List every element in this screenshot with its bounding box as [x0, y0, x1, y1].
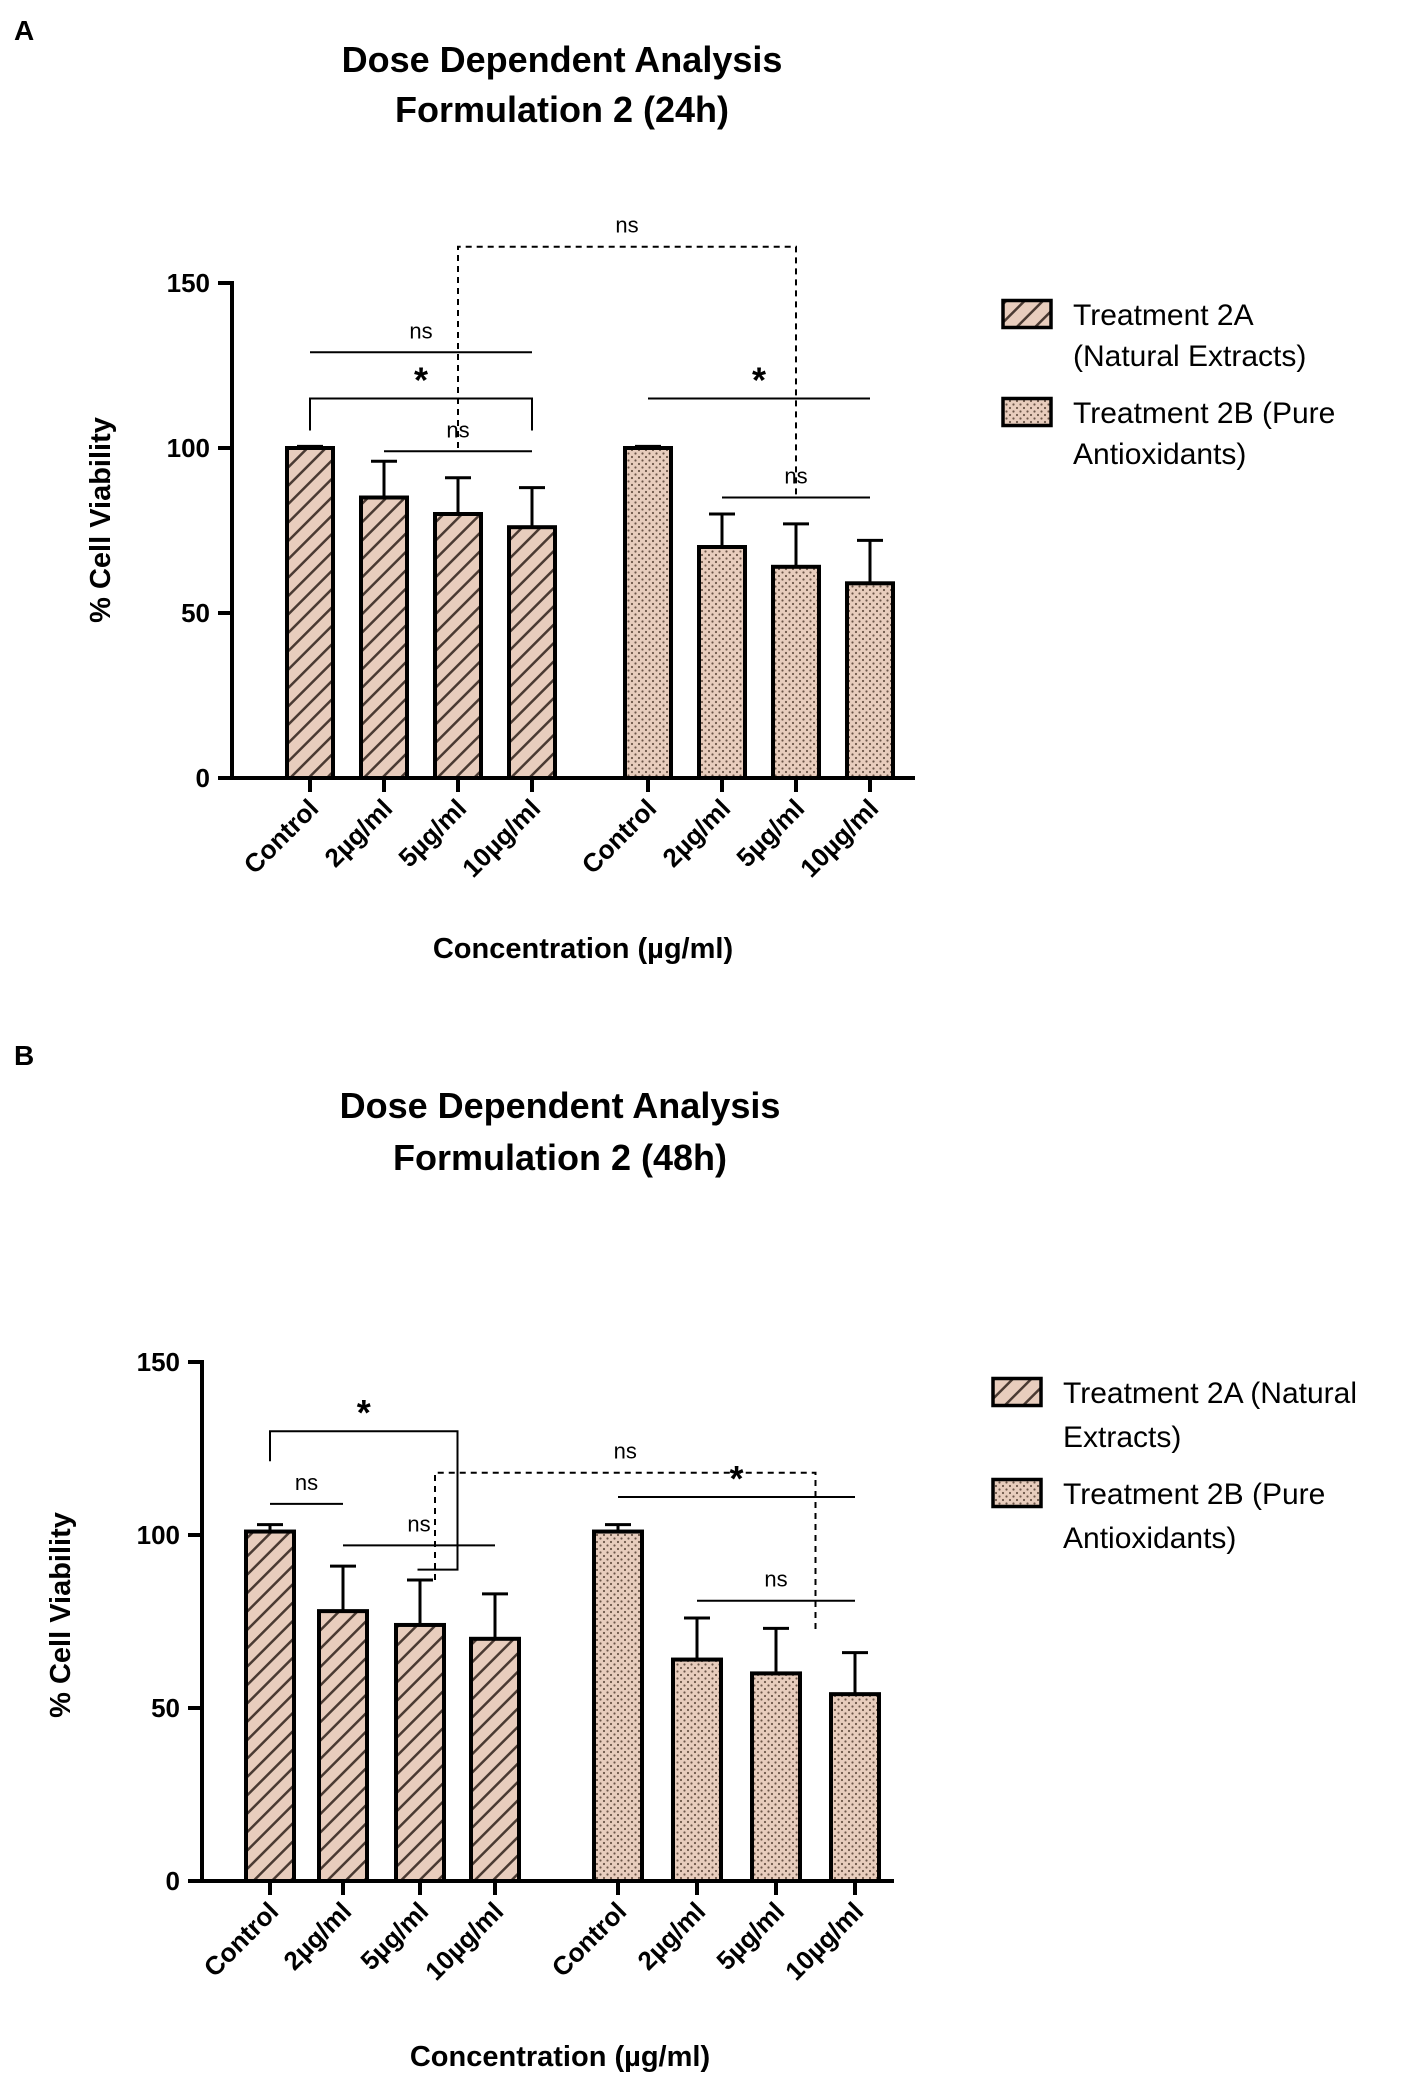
- bar: [750, 1671, 802, 1884]
- panel-b: B Dose Dependent Analysis Formulation 2 (4…: [14, 1040, 1357, 2073]
- significance-ns-label: ns: [764, 1567, 787, 1592]
- legend-swatch: [1001, 298, 1053, 330]
- bar: [592, 1529, 644, 1884]
- x-category-label: 10µg/ml: [794, 793, 884, 883]
- legend-label-line2: Antioxidants): [1073, 438, 1246, 471]
- significance-ns-label: ns: [784, 464, 807, 489]
- x-category-label: 2µg/ml: [656, 793, 736, 873]
- bar: [671, 1657, 723, 1884]
- y-tick-label: 0: [166, 1866, 180, 1896]
- significance-bracket-dashed: [434, 1471, 817, 1632]
- legend-swatch: [991, 1376, 1043, 1408]
- significance-ns-label: ns: [407, 1511, 430, 1536]
- legend-label-line1: Treatment 2B (Pure: [1073, 397, 1335, 430]
- significance-star: *: [414, 360, 428, 401]
- bar: [697, 545, 747, 780]
- bar: [244, 1529, 296, 1884]
- x-category-label: 10µg/ml: [779, 1896, 869, 1986]
- y-tick-label: 100: [167, 433, 210, 463]
- legend-swatch: [1001, 396, 1053, 428]
- bar: [845, 581, 895, 780]
- bar: [507, 525, 557, 781]
- legend-label-line2: Antioxidants): [1063, 1522, 1236, 1555]
- bar: [469, 1636, 521, 1884]
- y-tick-label: 0: [196, 763, 210, 793]
- x-axis-title: Concentration (µg/ml): [410, 2041, 710, 2073]
- significance-ns-label: ns: [295, 1470, 318, 1495]
- bar: [771, 564, 821, 780]
- legend-swatch: [991, 1477, 1043, 1509]
- x-category-label: 2µg/ml: [318, 793, 398, 873]
- x-category-label: 5µg/ml: [710, 1896, 790, 1976]
- significance-star: *: [752, 360, 766, 401]
- x-category-label: 10µg/ml: [419, 1896, 509, 1986]
- y-tick-label: 150: [167, 268, 210, 298]
- bar: [317, 1609, 369, 1883]
- chart-title-line1: Dose Dependent Analysis: [340, 1085, 781, 1126]
- significance-star: *: [357, 1392, 371, 1433]
- x-category-label: 2µg/ml: [631, 1896, 711, 1976]
- bar: [829, 1692, 881, 1884]
- x-category-label: Control: [238, 793, 325, 880]
- x-axis-title: Concentration (µg/ml): [433, 933, 733, 965]
- significance-ns-label: ns: [614, 1439, 637, 1464]
- significance-bracket: [309, 397, 533, 431]
- chart-title-line2: Formulation 2 (24h): [395, 89, 729, 130]
- x-category-label: Control: [576, 793, 663, 880]
- legend-label-line2: (Natural Extracts): [1073, 340, 1306, 373]
- legend-label-line1: Treatment 2A: [1073, 299, 1254, 332]
- y-tick-label: 100: [137, 1520, 180, 1550]
- panel-a: A Dose Dependent Analysis Formulation 2 (2…: [14, 15, 1335, 965]
- chart-title-line2: Formulation 2 (48h): [393, 1137, 727, 1178]
- panel-label: B: [14, 1040, 34, 1071]
- y-axis-title: % Cell Viability: [85, 417, 117, 623]
- y-axis-title: % Cell Viability: [45, 1512, 77, 1718]
- significance-ns-label: ns: [615, 213, 638, 238]
- x-category-label: 2µg/ml: [277, 1896, 357, 1976]
- y-tick-label: 50: [151, 1693, 180, 1723]
- x-category-label: 10µg/ml: [456, 793, 546, 883]
- legend-label-line2: Extracts): [1063, 1421, 1181, 1454]
- bar: [359, 495, 409, 780]
- y-tick-label: 50: [181, 598, 210, 628]
- significance-bracket-dashed: [457, 245, 797, 498]
- panel-label: A: [14, 15, 34, 46]
- bar: [394, 1622, 446, 1883]
- bar: [433, 512, 483, 780]
- x-category-label: Control: [198, 1896, 285, 1983]
- significance-star: *: [729, 1458, 743, 1499]
- y-tick-label: 150: [137, 1347, 180, 1377]
- chart-title-line1: Dose Dependent Analysis: [342, 39, 783, 80]
- bar: [623, 446, 673, 780]
- legend-label-line1: Treatment 2A (Natural: [1063, 1377, 1357, 1410]
- bar: [285, 446, 335, 780]
- x-category-label: Control: [546, 1896, 633, 1983]
- significance-ns-label: ns: [409, 318, 432, 343]
- significance-bracket: [269, 1430, 459, 1571]
- significance-ns-label: ns: [446, 417, 469, 442]
- legend-label-line1: Treatment 2B (Pure: [1063, 1478, 1325, 1511]
